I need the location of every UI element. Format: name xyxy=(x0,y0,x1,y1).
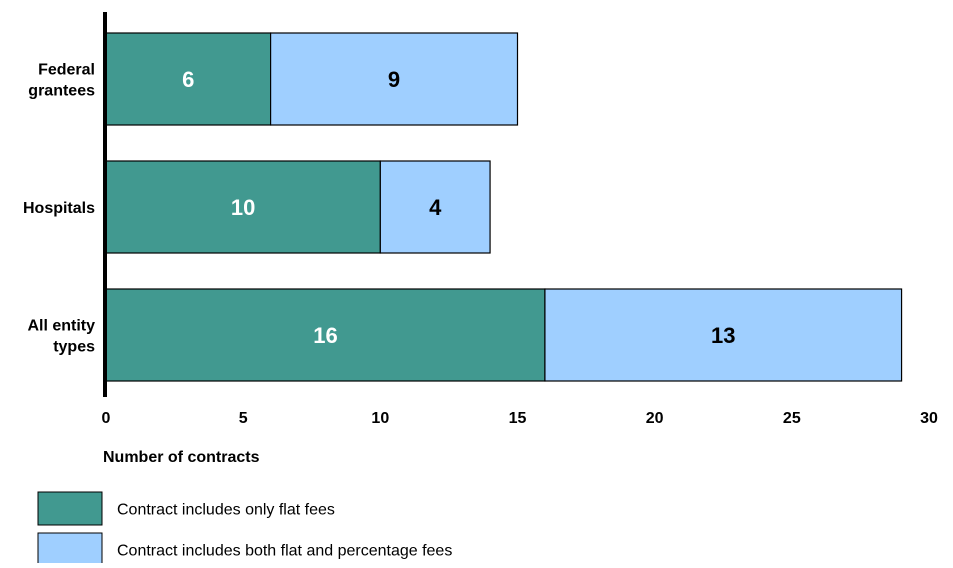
bar-flat-and-percentage-2 xyxy=(544,288,903,382)
x-tick-label: 20 xyxy=(646,410,664,427)
category-label: Hospitals xyxy=(23,200,95,217)
x-tick-label: 25 xyxy=(783,410,801,427)
x-tick-label: 5 xyxy=(239,410,248,427)
bar-value-label: 13 xyxy=(711,323,735,348)
legend-swatch-flat-fees xyxy=(37,491,103,526)
bar-value-label: 6 xyxy=(182,67,194,92)
category-label: All entity types xyxy=(27,318,95,356)
bar-flat-fees-0 xyxy=(105,32,272,126)
category-label-line: grantees xyxy=(28,83,95,100)
bar-flat-and-percentage-1 xyxy=(379,160,491,254)
x-axis-label: Number of contracts xyxy=(103,449,260,466)
legend-label: Contract includes both flat and percenta… xyxy=(117,543,452,560)
category-label-line: Federal xyxy=(38,62,95,79)
bar-flat-fees-1 xyxy=(105,160,381,254)
bar-flat-fees-2 xyxy=(105,288,546,382)
category-label-line: types xyxy=(53,339,95,356)
legend-swatch-flat-and-percentage xyxy=(37,532,103,567)
bar-flat-and-percentage-0 xyxy=(270,32,519,126)
bar-value-label: 16 xyxy=(313,323,337,348)
x-tick-label: 15 xyxy=(509,410,527,427)
x-tick-label: 30 xyxy=(920,410,938,427)
bar-value-label: 9 xyxy=(388,67,400,92)
x-tick-label: 0 xyxy=(102,410,111,427)
bar-value-label: 10 xyxy=(231,195,255,220)
bar-value-label: 4 xyxy=(429,195,442,220)
category-label-line: Hospitals xyxy=(23,200,95,217)
category-label-line: All entity xyxy=(27,318,95,335)
x-tick-label: 10 xyxy=(371,410,389,427)
legend-label: Contract includes only flat fees xyxy=(117,502,335,519)
category-label: Federal grantees xyxy=(28,62,95,100)
